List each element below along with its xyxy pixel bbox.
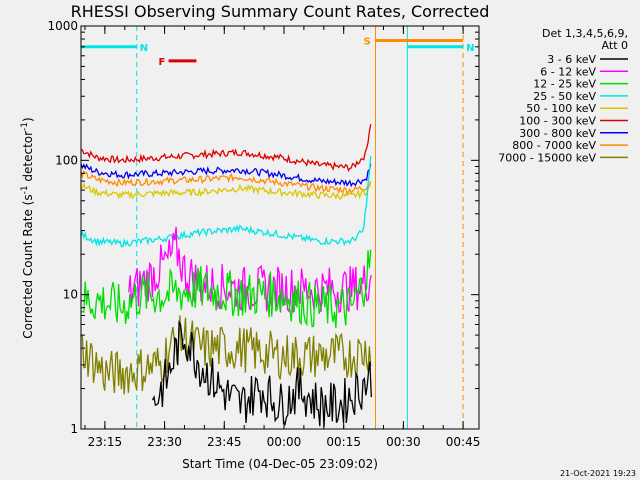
y-tick-label: 100 (55, 153, 78, 167)
saa-label: S (364, 36, 371, 47)
footer-timestamp: 21-Oct-2021 19:23 (560, 469, 636, 478)
legend-entry-label: 3 - 6 keV (547, 53, 596, 66)
x-axis-label: Start Time (04-Dec-05 23:09:02) (182, 457, 378, 471)
y-tick-label: 1000 (47, 19, 78, 33)
series-trace (80, 249, 372, 328)
legend-entry-label: 800 - 7000 keV (512, 139, 596, 152)
chart-title: RHESSI Observing Summary Count Rates, Co… (71, 2, 490, 21)
legend-entry-label: 300 - 800 keV (519, 127, 596, 140)
night-label: N (466, 43, 474, 54)
plot-frame (80, 25, 480, 430)
flare-label: F (159, 57, 166, 68)
series-trace (80, 181, 372, 201)
legend-entry-label: 100 - 300 keV (519, 115, 596, 128)
x-tick-label: 00:30 (386, 435, 421, 449)
x-tick-label: 00:45 (446, 435, 481, 449)
legend-entry-label: 6 - 12 keV (540, 65, 596, 78)
legend-header: Det 1,3,4,5,6,9, (542, 27, 628, 40)
series-trace (80, 124, 372, 173)
legend-entry-label: 50 - 100 keV (526, 102, 596, 115)
legend-entry-label: 7000 - 15000 keV (498, 151, 596, 164)
legend-entry-label: 12 - 25 keV (533, 78, 596, 91)
x-tick-label: 23:45 (207, 435, 242, 449)
x-tick-label: 23:30 (147, 435, 182, 449)
y-tick-label: 1 (70, 422, 78, 436)
series-trace (80, 169, 372, 195)
y-tick-label: 10 (63, 288, 78, 302)
x-tick-label: 23:15 (88, 435, 123, 449)
series-trace (80, 315, 372, 395)
plot-area: N NFS (80, 26, 474, 429)
legend-entry-label: 25 - 50 keV (533, 90, 596, 103)
y-axis-label: Corrected Count Rate (s-1 detector-1) (20, 117, 35, 338)
x-tick-label: 00:15 (326, 435, 361, 449)
x-tick-label: 00:00 (267, 435, 302, 449)
legend-header: Att 0 (602, 39, 628, 52)
series-trace (80, 163, 372, 188)
series-trace (80, 155, 372, 248)
series-trace (152, 320, 372, 428)
axes: 1 10 100 1000 23:15 23:30 23:45 00:00 00:15 00:30… (47, 19, 480, 449)
night-label: N (140, 43, 148, 54)
